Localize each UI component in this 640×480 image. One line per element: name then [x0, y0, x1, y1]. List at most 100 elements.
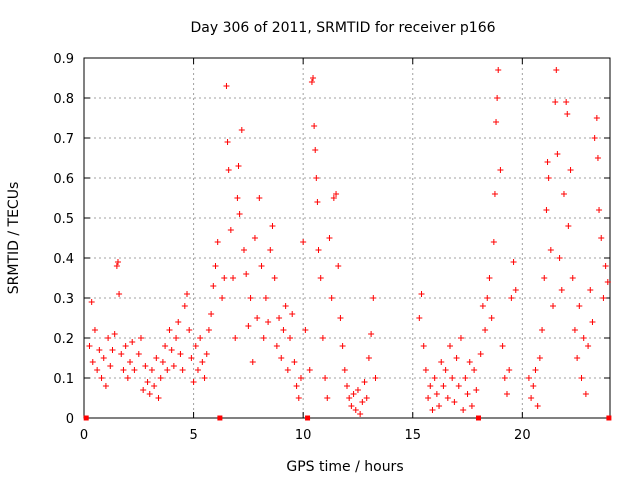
data-point [177, 351, 184, 357]
data-point [539, 327, 546, 333]
data-point [453, 355, 460, 361]
data-point [214, 239, 221, 245]
data-point [312, 147, 319, 153]
data-point [142, 363, 149, 369]
data-point [564, 111, 571, 117]
data-point [100, 355, 107, 361]
data-point [208, 311, 215, 317]
x-tick-label: 15 [404, 428, 421, 443]
data-point [291, 359, 298, 365]
data-point [124, 375, 131, 381]
data-point [580, 335, 587, 341]
data-point [348, 403, 355, 409]
y-tick-label: 0.2 [53, 332, 74, 347]
data-point [530, 383, 537, 389]
data-point [243, 271, 250, 277]
data-point [525, 375, 532, 381]
data-point [131, 367, 138, 373]
data-point [606, 415, 612, 421]
data-point [341, 367, 348, 373]
data-point [111, 331, 118, 337]
data-point [256, 195, 263, 201]
data-point [203, 351, 210, 357]
data-point [287, 335, 294, 341]
data-point [457, 335, 464, 341]
data-point [232, 335, 239, 341]
data-point [102, 383, 109, 389]
data-point [365, 355, 372, 361]
data-point [425, 395, 432, 401]
data-point [420, 343, 427, 349]
data-point [217, 415, 223, 421]
data-point [368, 331, 375, 337]
data-point [98, 375, 105, 381]
data-point [162, 343, 169, 349]
data-point [501, 375, 508, 381]
data-point [254, 315, 261, 321]
data-point [168, 347, 175, 353]
data-point [205, 327, 212, 333]
data-point [556, 255, 563, 261]
data-point [471, 367, 478, 373]
data-point [574, 355, 581, 361]
data-point [293, 383, 300, 389]
data-point [569, 275, 576, 281]
data-point [221, 275, 228, 281]
data-point [433, 391, 440, 397]
data-point [236, 211, 243, 217]
data-point [598, 235, 605, 241]
data-point [491, 191, 498, 197]
data-point [194, 367, 201, 373]
data-point [118, 351, 125, 357]
data-point [322, 375, 329, 381]
data-point [335, 263, 342, 269]
data-point [372, 375, 379, 381]
data-point [337, 315, 344, 321]
data-point [91, 327, 98, 333]
data-point [576, 303, 583, 309]
data-point [245, 323, 252, 329]
data-point [596, 207, 603, 213]
data-point [464, 391, 471, 397]
data-point [506, 367, 513, 373]
y-tick-label: 0.9 [53, 52, 74, 67]
data-point [512, 287, 519, 293]
y-axis-label: SRMTID / TECUs [6, 182, 22, 295]
data-point [482, 327, 489, 333]
data-point [116, 291, 123, 297]
data-point [510, 259, 517, 265]
y-tick-label: 0.1 [53, 372, 74, 387]
data-point [89, 359, 96, 365]
data-point [173, 335, 180, 341]
data-point [352, 407, 359, 413]
data-point [311, 123, 318, 129]
data-point [297, 375, 304, 381]
data-point [508, 295, 515, 301]
data-point [541, 275, 548, 281]
data-point [295, 395, 302, 401]
x-axis-label: GPS time / hours [286, 459, 403, 475]
data-point [144, 379, 151, 385]
data-point [363, 395, 370, 401]
data-point [440, 383, 447, 389]
data-point [300, 239, 307, 245]
data-point [308, 79, 315, 85]
data-point [552, 99, 559, 105]
data-point [536, 355, 543, 361]
data-point [238, 127, 245, 133]
data-point [479, 303, 486, 309]
data-point [473, 387, 480, 393]
data-point [578, 375, 585, 381]
data-point [146, 391, 153, 397]
data-point [319, 335, 326, 341]
data-point [565, 223, 572, 229]
data-point [190, 379, 197, 385]
data-point [486, 275, 493, 281]
data-point [563, 99, 570, 105]
data-point [591, 135, 598, 141]
data-point [503, 391, 510, 397]
data-point [267, 247, 274, 253]
data-point [339, 343, 346, 349]
data-point [251, 235, 258, 241]
data-point [600, 295, 607, 301]
